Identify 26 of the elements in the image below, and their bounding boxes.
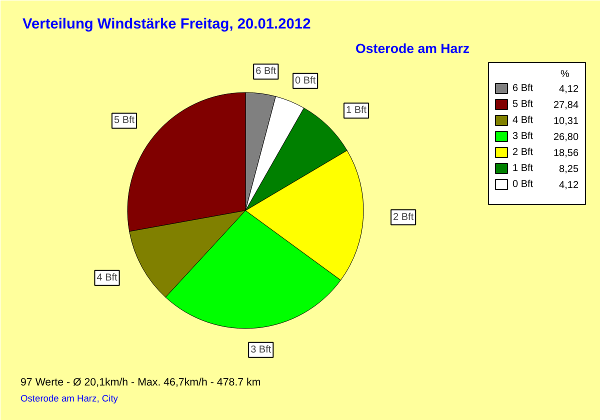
slice-label: 3 Bft [250, 344, 272, 356]
data-label: 18,56 [553, 148, 579, 159]
chart-subtitle: Osterode am Harz [356, 41, 470, 56]
legend-label: 0 Bft [512, 179, 534, 190]
data-label: 4,12 [559, 84, 579, 95]
data-label: 10,31 [553, 116, 579, 127]
chart-title: Verteilung Windstärke Freitag, 20.01.2012 [22, 16, 311, 32]
slice-label: 2 Bft [393, 212, 414, 223]
legend-label: 6 Bft [512, 83, 534, 94]
slice-label: 6 Bft [256, 66, 276, 78]
data-label: 26,80 [553, 132, 579, 143]
legend-title: % [560, 69, 570, 80]
data-label: 4,12 [559, 180, 579, 191]
text: Osterode am Harz, City [20, 394, 118, 404]
legend-label: 2 Bft [512, 147, 534, 158]
data-label: 27,84 [553, 100, 579, 111]
data-label: 8,25 [559, 164, 579, 175]
text: 97 Werte - Ø 20,1km/h - Max. 46,7km/h - 478.7 km [20, 376, 261, 388]
slice-label: 4 Bft [96, 272, 118, 284]
legend-label: 1 Bft [512, 163, 534, 174]
slice-label: 1 Bft [346, 105, 367, 116]
legend-label: 3 Bft [512, 131, 534, 142]
legend-label: 4 Bft [512, 115, 534, 126]
slice-label: 5 Bft [114, 115, 135, 126]
slice-label: 0 Bft [295, 75, 316, 86]
legend-label: 5 Bft [512, 99, 534, 110]
